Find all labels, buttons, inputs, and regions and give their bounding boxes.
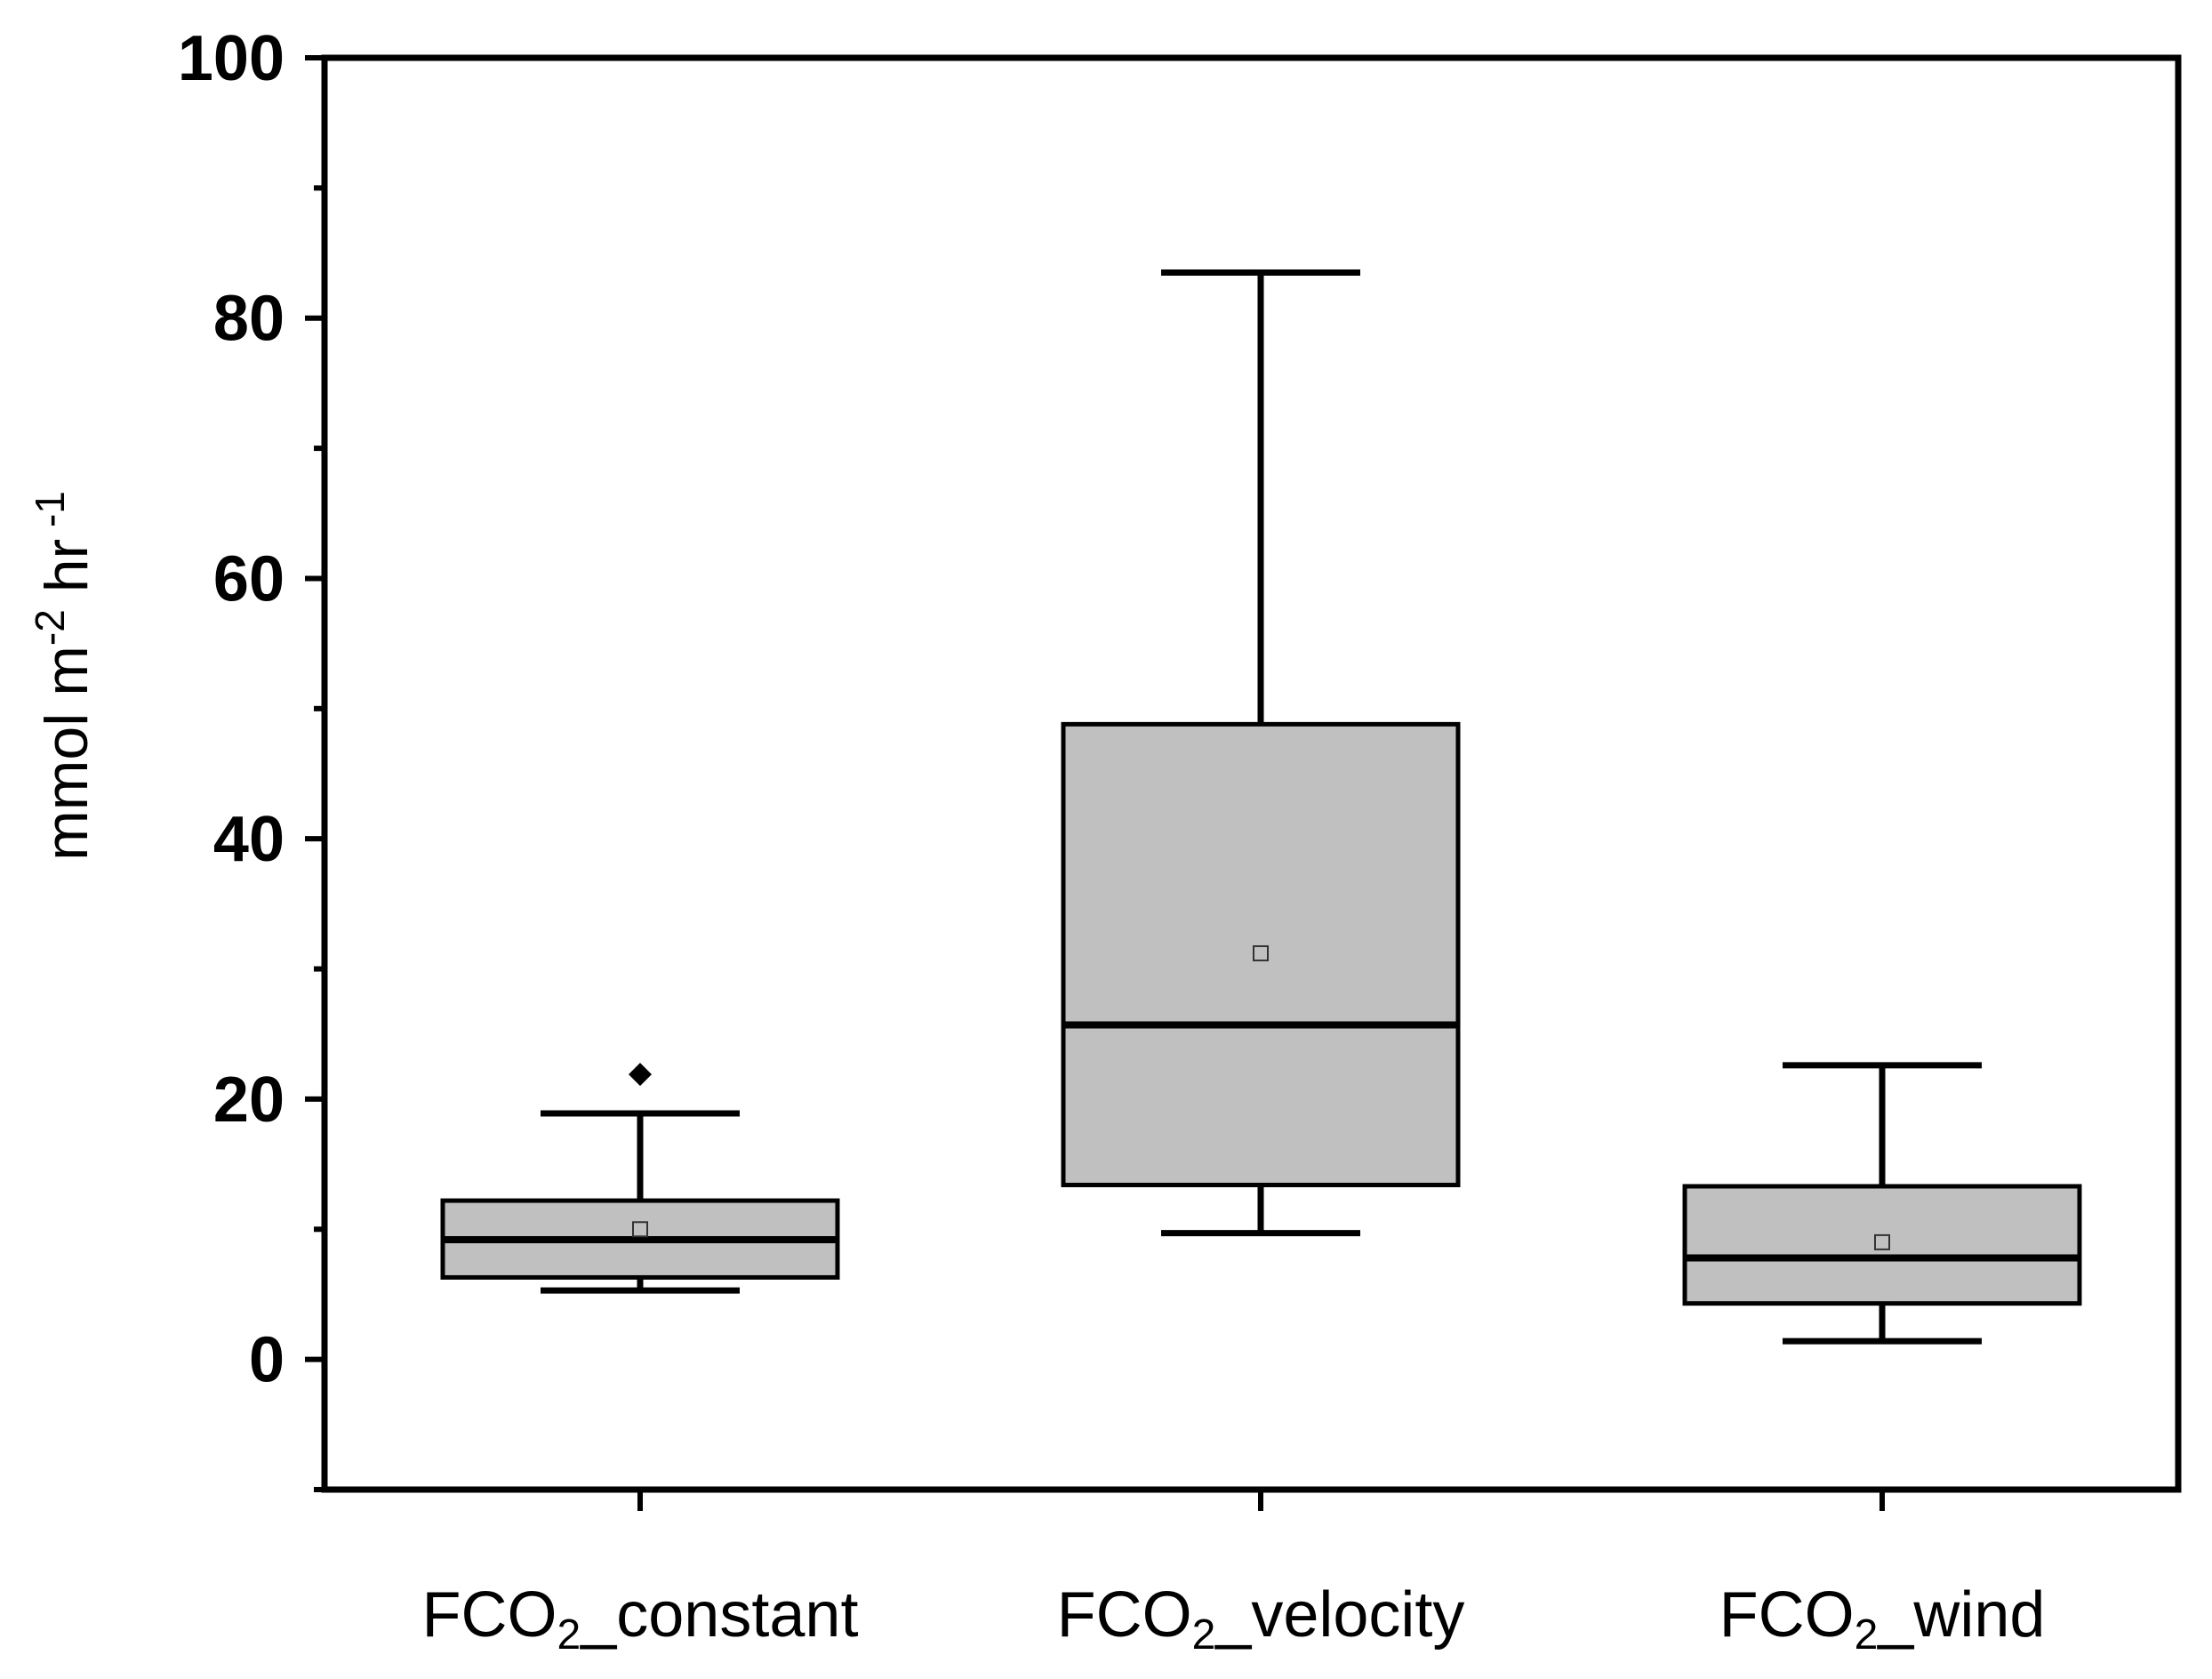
box-group-3	[1682, 1062, 2082, 1345]
mean-marker-3	[1874, 1233, 1890, 1250]
y-tick-label-0: 0	[249, 1325, 285, 1396]
y-tick-label-100: 100	[178, 23, 285, 94]
x-category-label-3: FCO2_wind	[1719, 1579, 2046, 1659]
plot-frame	[321, 54, 2182, 1493]
outlier-marker-1-1	[629, 1063, 652, 1087]
box-group-2	[1061, 269, 1461, 1237]
y-tick-label-60: 60	[213, 543, 285, 615]
box-group-1	[440, 1063, 840, 1294]
y-tick-label-80: 80	[213, 284, 285, 355]
x-category-label-2: FCO2_velocity	[1057, 1579, 1465, 1659]
iqr-box-2	[1061, 721, 1461, 1188]
x-category-label-1: FCO2_constant	[422, 1579, 859, 1659]
mean-marker-2	[1253, 944, 1269, 961]
y-tick-label-20: 20	[213, 1064, 285, 1136]
y-axis-label: mmol m-2 hr -1	[27, 491, 100, 861]
y-tick-label-40: 40	[213, 804, 285, 875]
mean-marker-1	[632, 1221, 648, 1238]
iqr-box-3	[1682, 1184, 2082, 1306]
